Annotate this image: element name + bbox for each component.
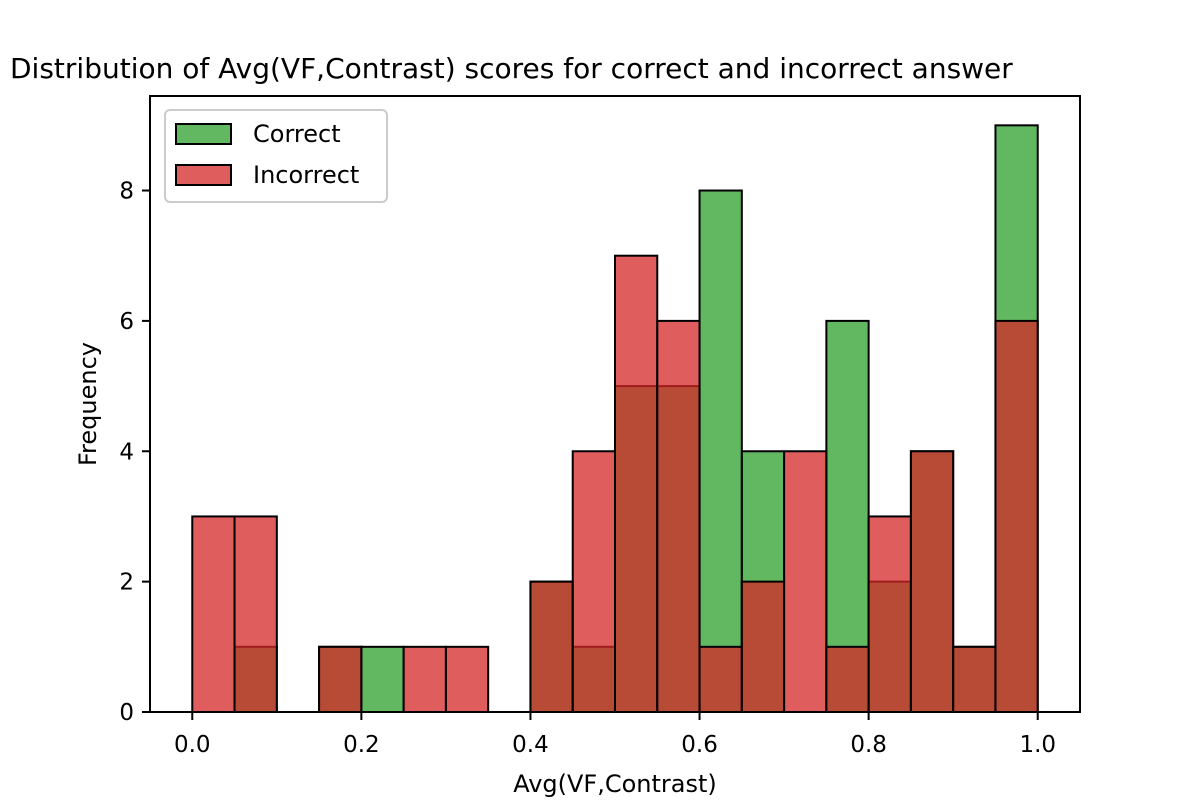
y-axis-label: Frequency — [74, 342, 102, 466]
x-tick-label: 1.0 — [1019, 732, 1056, 758]
incorrect-bar — [740, 580, 786, 714]
incorrect-bar — [825, 645, 870, 714]
x-axis-label: Avg(VF,Contrast) — [513, 770, 717, 798]
y-tick-label: 0 — [119, 700, 134, 726]
x-tick-label: 0.2 — [343, 732, 380, 758]
legend-swatch-incorrect — [175, 164, 232, 186]
incorrect-bar — [233, 515, 278, 714]
incorrect-bar — [867, 515, 912, 714]
x-tick-label: 0.0 — [174, 732, 211, 758]
correct-bar — [360, 645, 405, 714]
incorrect-bar — [318, 645, 363, 714]
chart-title: Distribution of Avg(VF,Contrast) scores … — [10, 52, 1013, 85]
incorrect-bar — [191, 515, 236, 714]
incorrect-bar — [402, 645, 447, 714]
x-tick-label: 0.6 — [681, 732, 718, 758]
plot-frame — [149, 95, 1081, 713]
y-tick-label: 2 — [119, 570, 134, 596]
incorrect-bar — [909, 450, 955, 713]
x-tick-label: 0.8 — [850, 732, 887, 758]
bars-layer — [191, 124, 1039, 714]
incorrect-bar — [952, 645, 997, 714]
legend-label-incorrect: Incorrect — [253, 161, 359, 189]
incorrect-bar — [614, 254, 659, 713]
incorrect-bar — [529, 580, 574, 714]
ticks-layer: 0.0 0.2 0.4 0.6 0.8 1.0 0 2 4 6 8 — [119, 179, 1056, 758]
x-tick-label: 0.4 — [512, 732, 549, 758]
legend-label-correct: Correct — [253, 120, 341, 148]
correct-bar — [698, 189, 743, 714]
y-tick-label: 8 — [119, 179, 134, 205]
y-tick-label: 4 — [119, 439, 134, 465]
legend: Correct Incorrect — [164, 109, 388, 203]
incorrect-bar — [656, 319, 701, 713]
incorrect-bar — [571, 450, 617, 713]
y-tick-label: 6 — [119, 309, 134, 335]
legend-swatch-correct — [175, 123, 232, 145]
incorrect-bar — [783, 450, 828, 713]
incorrect-bar — [698, 645, 743, 714]
incorrect-bar — [994, 319, 1039, 713]
incorrect-bar — [444, 645, 490, 714]
